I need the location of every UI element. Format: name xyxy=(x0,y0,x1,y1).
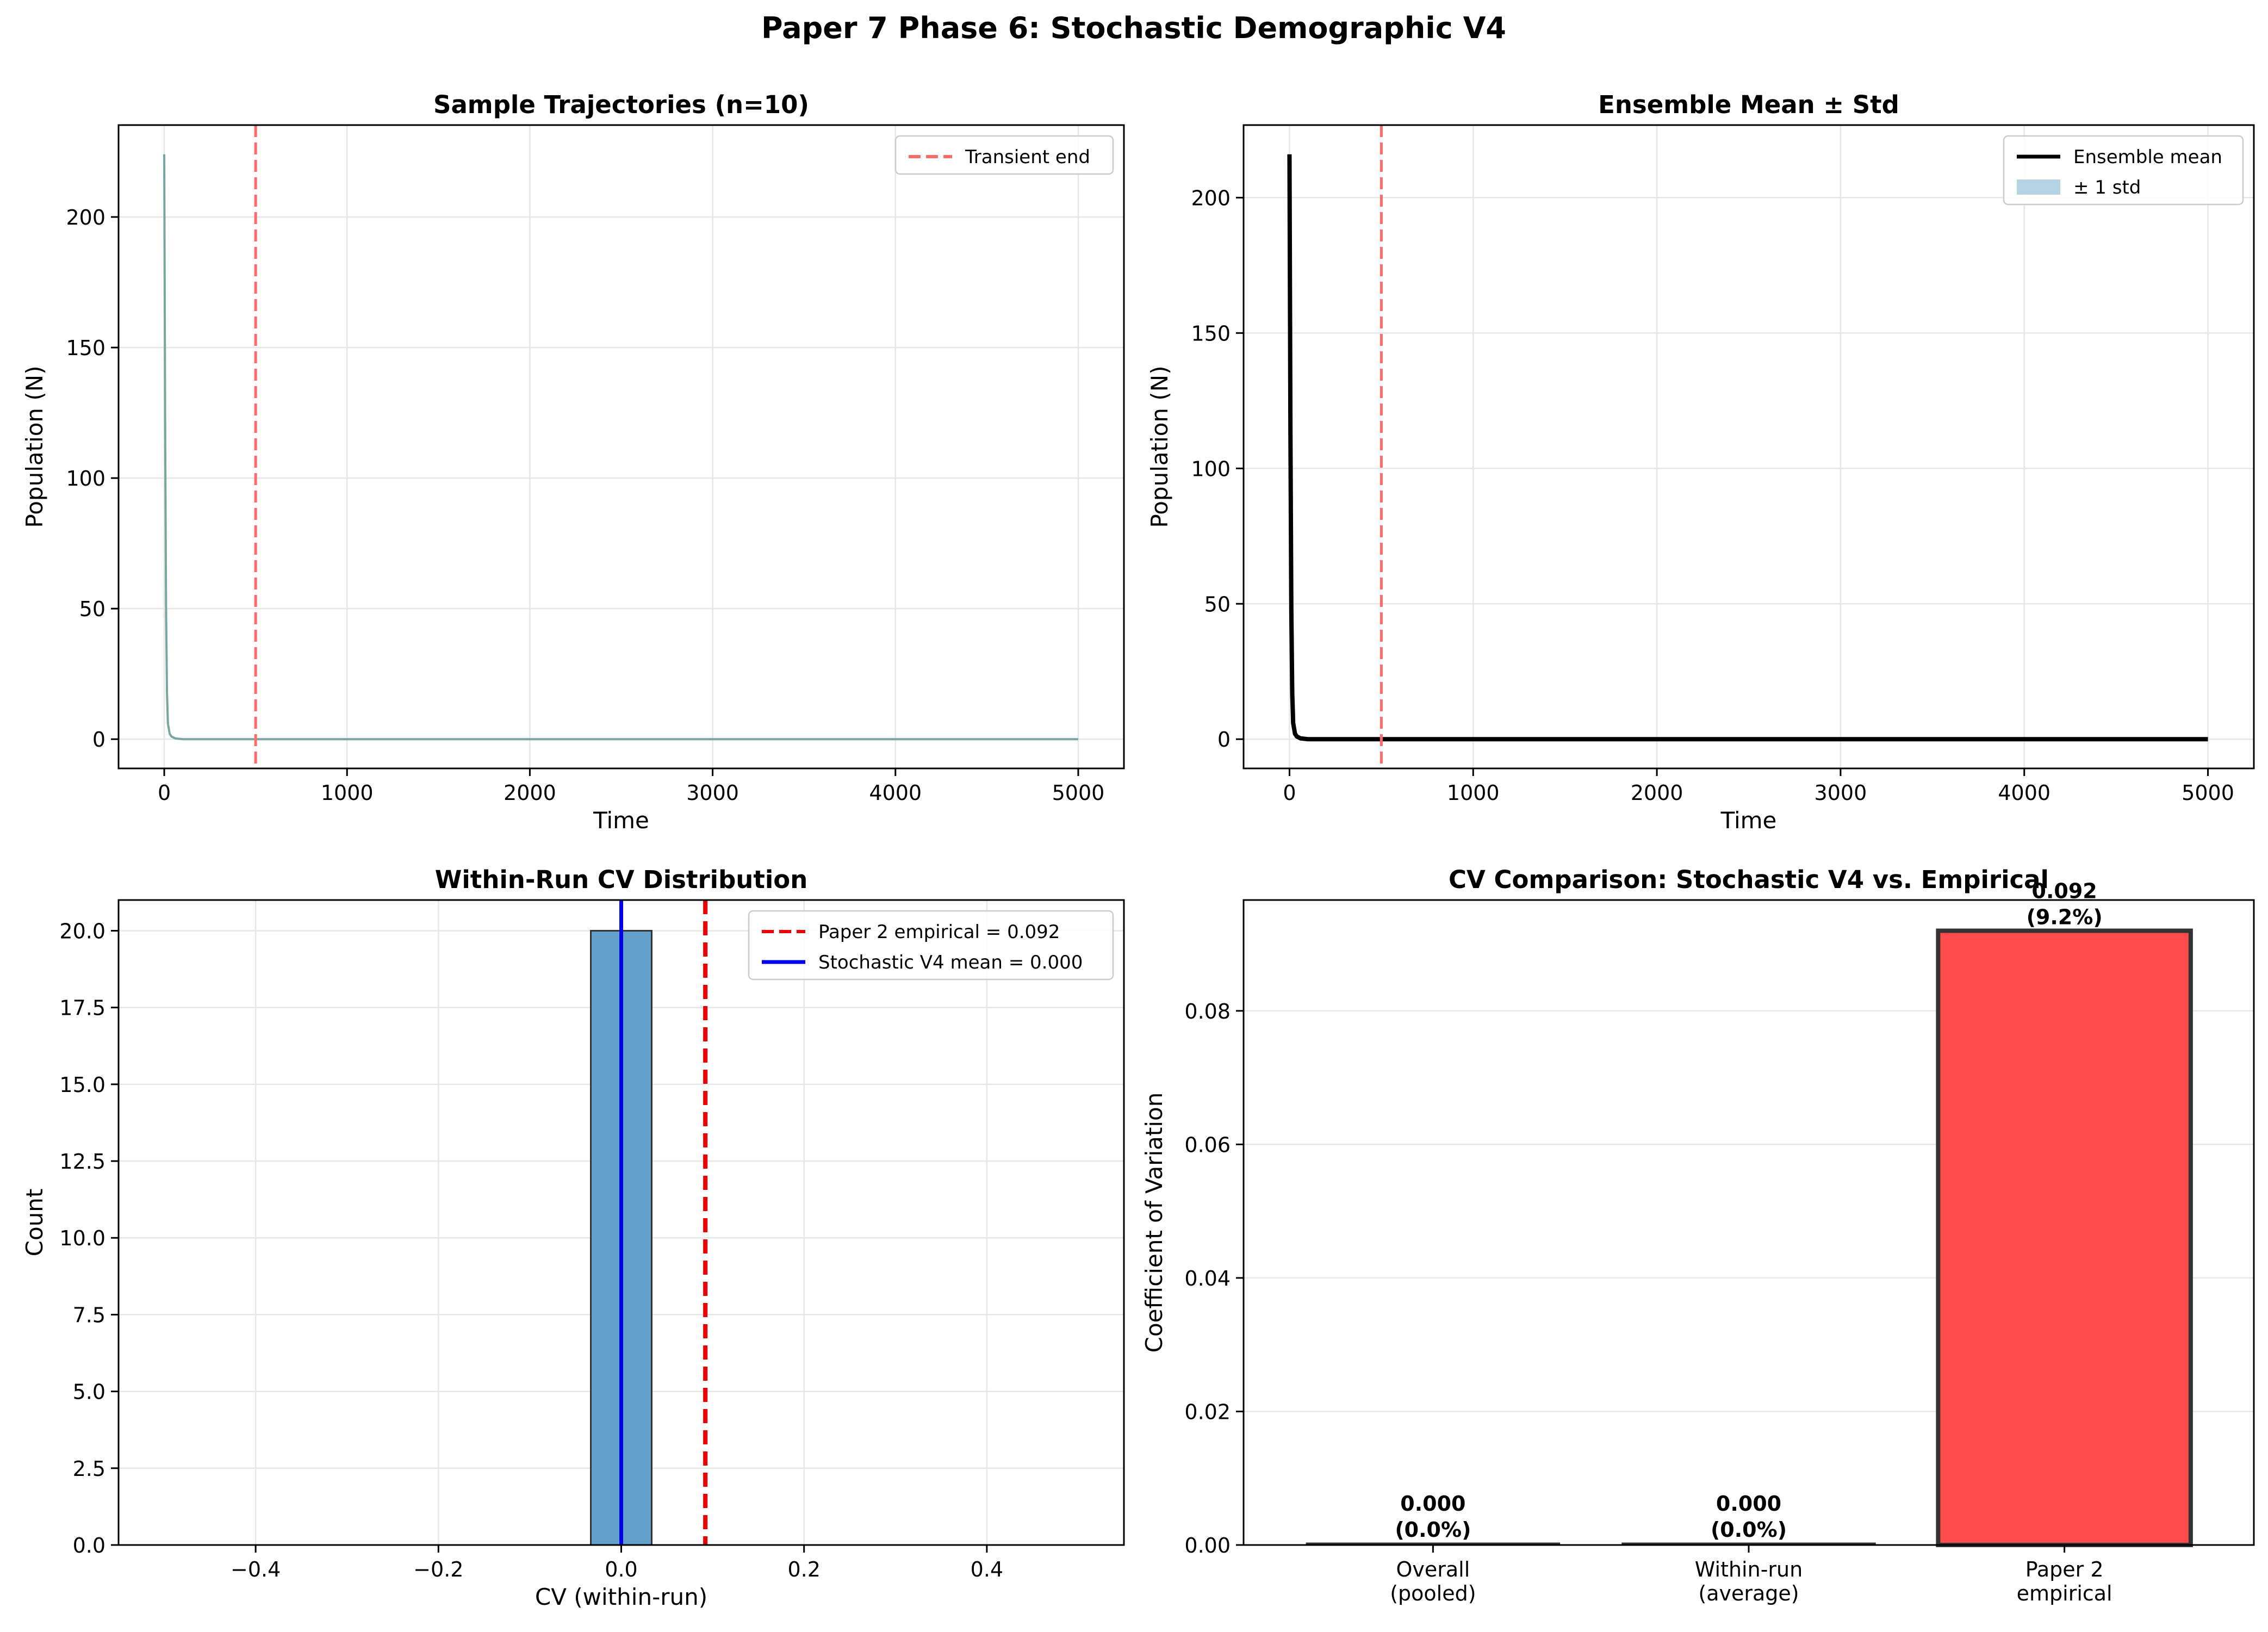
chart-title: CV Comparison: Stochastic V4 vs. Empiric… xyxy=(1449,865,2049,894)
x-tick-label: 0.2 xyxy=(787,1557,820,1581)
y-tick-label: 100 xyxy=(66,467,105,491)
x-tick-label: 4000 xyxy=(1998,781,2050,805)
legend-label: Paper 2 empirical = 0.092 xyxy=(818,921,1060,943)
plot-area xyxy=(163,125,1078,768)
chart-title: Sample Trajectories (n=10) xyxy=(433,90,809,119)
x-tick-label: 3000 xyxy=(686,781,739,805)
x-tick-label: 0 xyxy=(158,781,171,805)
x-tick-label: 4000 xyxy=(869,781,922,805)
legend-label: ± 1 std xyxy=(2073,177,2141,198)
y-tick-label: 150 xyxy=(1191,321,1231,345)
legend-box xyxy=(2003,135,2244,206)
chart-panel-3: 0.0 2.5 5.0 7.5 10.0 12.5 15.0 17.5 20.0 −0.4 −0.2… xyxy=(21,865,1125,1610)
legend: Paper 2 empirical = 0.092 Stochastic V4 m… xyxy=(748,910,1114,981)
y-tick-label: 200 xyxy=(1191,186,1231,210)
y-tick-label: 10.0 xyxy=(59,1226,105,1250)
x-axis-label: CV (within-run) xyxy=(535,1584,707,1610)
y-tick-label: 50 xyxy=(79,597,105,621)
axes-frame xyxy=(117,124,1125,770)
y-tick-label: 15.0 xyxy=(59,1073,105,1097)
y-axis-label: Count xyxy=(21,1189,48,1257)
legend-label: Transient end xyxy=(965,146,1090,168)
x-tick-label: Paper 2 xyxy=(2025,1557,2104,1581)
x-tick-label: 1000 xyxy=(321,781,374,805)
y-tick-label: 5.0 xyxy=(73,1380,105,1404)
bar-value-label: 0.000 xyxy=(1716,1492,1781,1516)
y-tick-label: 150 xyxy=(66,336,105,360)
legend-label: Stochastic V4 mean = 0.000 xyxy=(818,952,1083,973)
x-tick-label: (pooled) xyxy=(1390,1581,1476,1605)
bar-value-label: (9.2%) xyxy=(2027,905,2103,929)
y-axis-label: Coefficient of Variation xyxy=(1141,1093,1167,1353)
y-tick-label: 0.04 xyxy=(1184,1267,1231,1290)
y-tick-label: 0.02 xyxy=(1184,1400,1231,1424)
y-tick-label: 0.0 xyxy=(73,1534,105,1557)
x-tick-label: 1000 xyxy=(1447,781,1500,805)
plot-area xyxy=(590,900,708,1545)
y-tick-label: 20.0 xyxy=(59,919,105,943)
y-tick-label: 0.08 xyxy=(1184,1000,1231,1023)
y-tick-label: 50 xyxy=(1204,592,1231,616)
x-tick-label: 2000 xyxy=(504,781,556,805)
x-tick-label: 0 xyxy=(1283,781,1296,805)
y-tick-label: 200 xyxy=(66,206,105,229)
x-axis-label: Time xyxy=(593,807,649,834)
legend-box xyxy=(894,135,1114,175)
legend: Transient end xyxy=(894,135,1114,175)
x-axis-label: Time xyxy=(1720,807,1777,834)
x-tick-label: −0.2 xyxy=(413,1557,463,1581)
chart-title: Ensemble Mean ± Std xyxy=(1598,90,1899,119)
y-tick-label: 0 xyxy=(1217,728,1231,752)
bar-value-label: 0.000 xyxy=(1400,1492,1465,1516)
y-tick-label: 0.00 xyxy=(1184,1534,1231,1557)
chart-title: Within-Run CV Distribution xyxy=(435,865,807,894)
x-tick-label: 0.0 xyxy=(605,1557,637,1581)
legend-swatch xyxy=(2017,179,2060,195)
bar-value-label: (0.0%) xyxy=(1711,1518,1787,1542)
axes-frame xyxy=(1242,899,2255,1546)
x-tick-label: 5000 xyxy=(1052,781,1105,805)
bar-value-label: (0.0%) xyxy=(1395,1518,1471,1542)
x-tick-label: empirical xyxy=(2017,1581,2112,1605)
x-tick-label: Within-run xyxy=(1695,1557,1803,1581)
y-tick-label: 12.5 xyxy=(59,1150,105,1174)
y-tick-label: 0.06 xyxy=(1184,1133,1231,1157)
cv-bar xyxy=(1936,928,2193,1547)
ensemble-mean-line xyxy=(1287,154,2208,742)
x-tick-label: 2000 xyxy=(1631,781,1683,805)
x-tick-label: 3000 xyxy=(1815,781,1867,805)
y-tick-label: 17.5 xyxy=(59,996,105,1020)
legend-label: Ensemble mean xyxy=(2073,146,2222,168)
x-tick-label: (average) xyxy=(1698,1581,1799,1605)
axes-frame xyxy=(117,899,1125,1546)
figure-suptitle: Paper 7 Phase 6: Stochastic Demographic … xyxy=(761,11,1506,45)
plot-area xyxy=(1287,125,2208,768)
legend-box xyxy=(748,910,1114,981)
axes-frame xyxy=(1242,124,2255,770)
x-tick-label: Overall xyxy=(1396,1557,1470,1581)
chart-panel-4: 0.00 0.02 0.04 0.06 0.08 CV Comparison: Stoch… xyxy=(1141,865,2255,1605)
legend: Ensemble mean ± 1 std xyxy=(2003,135,2244,206)
trajectory-line xyxy=(163,154,1078,741)
y-tick-label: 100 xyxy=(1191,457,1231,481)
x-tick-label: −0.4 xyxy=(231,1557,281,1581)
bar-value-label: 0.092 xyxy=(2032,879,2097,903)
x-tick-label: 5000 xyxy=(2182,781,2234,805)
x-tick-label: 0.4 xyxy=(971,1557,1003,1581)
y-tick-label: 0 xyxy=(92,728,105,752)
y-axis-label: Population (N) xyxy=(21,365,48,528)
y-axis-label: Population (N) xyxy=(1146,365,1173,528)
y-tick-label: 7.5 xyxy=(73,1303,105,1327)
y-tick-label: 2.5 xyxy=(73,1457,105,1481)
